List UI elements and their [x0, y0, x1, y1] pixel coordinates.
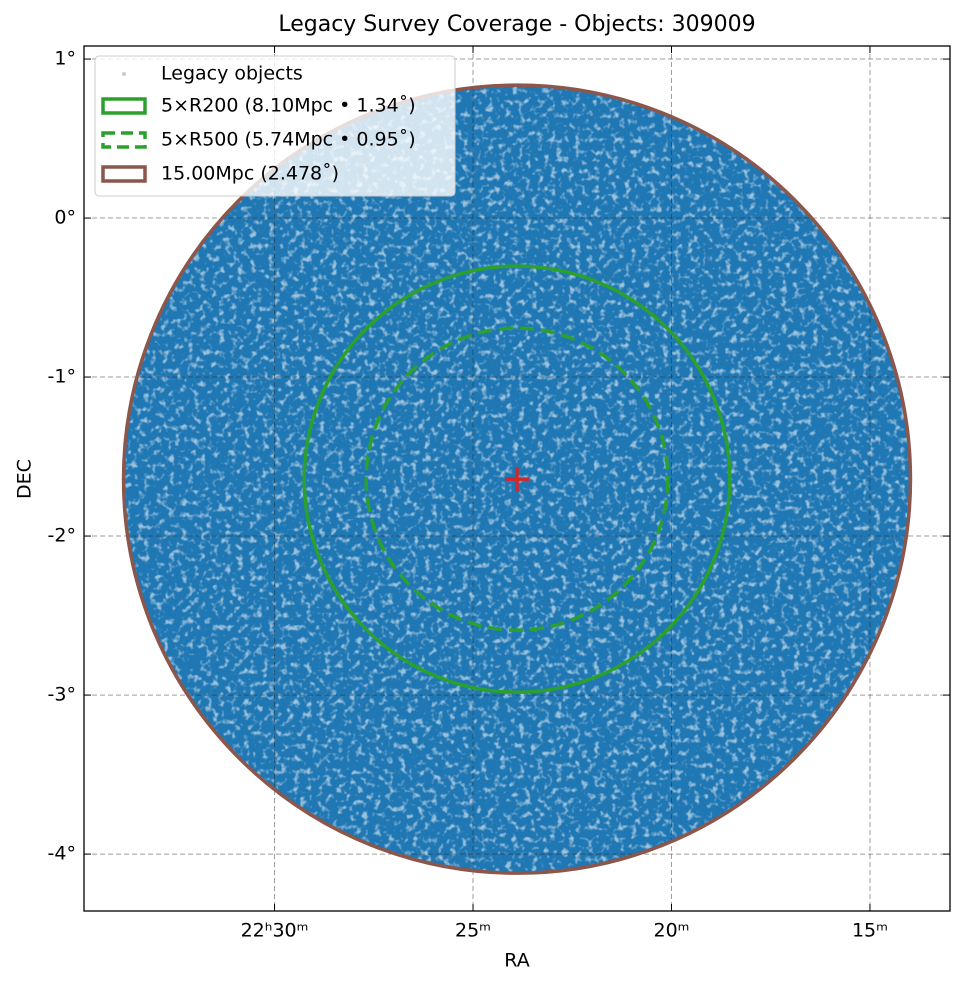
x-tick-label: 25ᵐ	[455, 920, 491, 942]
x-tick-label: 15ᵐ	[852, 920, 888, 942]
axes-frame	[83, 45, 951, 912]
axes: 22ʰ30ᵐ 25ᵐ 20ᵐ 15ᵐ 1° 0° -1° -2° -3° -4° Legacy ob…	[48, 45, 951, 942]
legend: Legacy objects 5×R200 (8.10Mpc • 1.34˚) 5×…	[94, 55, 456, 197]
y-tick-label: 1°	[54, 48, 76, 70]
radius-circle	[121, 83, 913, 875]
x-axis-label: RA	[504, 950, 529, 972]
y-tick-label: -1°	[48, 366, 76, 388]
x-tick-label: 22ʰ30ᵐ	[241, 920, 309, 942]
legend-label: 15.00Mpc (2.478˚)	[161, 163, 339, 185]
chart-title: Legacy Survey Coverage - Objects: 309009	[278, 12, 755, 37]
y-tick-label: -2°	[48, 525, 76, 547]
y-tick-label: 0°	[54, 207, 76, 229]
legend-label: 5×R200 (8.10Mpc • 1.34˚)	[161, 95, 416, 117]
legend-label: 5×R500 (5.74Mpc • 0.95˚)	[161, 129, 416, 151]
x-tick-label: 20ᵐ	[653, 920, 689, 942]
radius-circle	[302, 264, 732, 694]
legend-frame	[94, 55, 456, 197]
y-axis-label: DEC	[14, 459, 36, 499]
legend-handle	[101, 165, 147, 183]
y-tick-label: -4°	[48, 843, 76, 865]
legend-handle	[122, 72, 126, 76]
radius-circle	[364, 326, 670, 632]
legend-handle	[101, 131, 147, 149]
legend-handle	[101, 97, 147, 115]
y-tick-label: -3°	[48, 684, 76, 706]
legend-label: Legacy objects	[161, 63, 303, 85]
plot-area	[84, 46, 950, 911]
center-marker	[505, 467, 529, 492]
